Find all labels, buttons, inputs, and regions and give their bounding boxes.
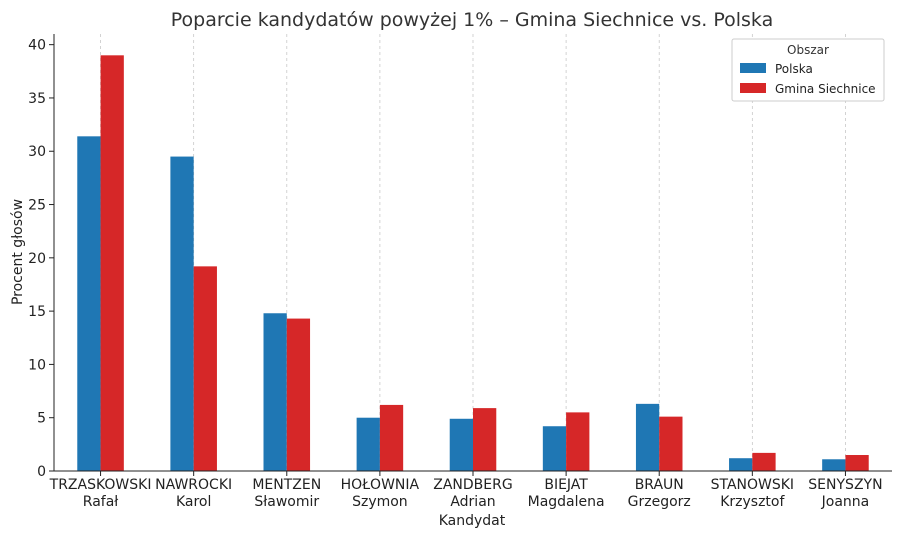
x-tick-label: BRAUN Grzegorz bbox=[628, 477, 691, 510]
y-ticks: 0 5 10 15 20 25 30 35 40 bbox=[28, 38, 54, 480]
bars bbox=[77, 55, 869, 471]
bar-polska bbox=[635, 403, 660, 471]
bar-polska bbox=[170, 156, 194, 471]
y-tick-label: 5 bbox=[37, 411, 46, 427]
bar-gmina-siechnice bbox=[845, 455, 869, 471]
bar-polska bbox=[449, 418, 473, 471]
legend-title: Obszar bbox=[787, 43, 829, 57]
legend-label: Polska bbox=[775, 62, 813, 76]
y-tick-label: 15 bbox=[28, 304, 46, 320]
bar-polska bbox=[542, 426, 567, 471]
y-tick-label: 30 bbox=[28, 144, 46, 160]
legend-items: Polska Gmina Siechnice bbox=[740, 62, 876, 96]
bar-gmina-siechnice bbox=[100, 55, 124, 471]
y-tick-label: 25 bbox=[28, 198, 46, 214]
bar-polska bbox=[822, 459, 846, 471]
bar-gmina-siechnice bbox=[193, 266, 217, 471]
bar-gmina-siechnice bbox=[379, 404, 404, 471]
x-tick-label: STANOWSKI Krzysztof bbox=[711, 477, 794, 510]
legend: Obszar Polska Gmina Siechnice bbox=[731, 38, 885, 102]
bar-gmina-siechnice bbox=[752, 452, 776, 471]
bar-polska bbox=[729, 458, 753, 471]
legend-box bbox=[731, 38, 885, 102]
x-tick-label: SENYSZYN Joanna bbox=[808, 477, 882, 510]
y-tick-label: 20 bbox=[28, 251, 46, 267]
legend-label: Gmina Siechnice bbox=[775, 82, 876, 96]
y-tick-label: 10 bbox=[28, 357, 46, 373]
chart-title: Poparcie kandydatów powyżej 1% – Gmina S… bbox=[171, 9, 774, 31]
bar-gmina-siechnice bbox=[473, 408, 497, 471]
x-tick-label: ZANDBERG Adrian bbox=[433, 477, 512, 510]
x-axis-label: Kandydat bbox=[439, 513, 506, 529]
bar-gmina-siechnice bbox=[659, 416, 683, 471]
legend-swatch bbox=[740, 83, 766, 93]
grid bbox=[100, 34, 846, 471]
y-tick-label: 0 bbox=[37, 464, 46, 480]
y-axis-label: Procent głosów bbox=[10, 199, 26, 305]
y-tick-label: 40 bbox=[28, 38, 46, 54]
legend-swatch bbox=[740, 63, 766, 73]
x-tick-label: TRZASKOWSKI Rafał bbox=[49, 477, 152, 510]
x-tick-label: HOŁOWNIA Szymon bbox=[341, 477, 420, 510]
bar-gmina-siechnice bbox=[286, 318, 311, 471]
bar-gmina-siechnice bbox=[566, 412, 590, 471]
x-tick-label: MENTZEN Sławomir bbox=[252, 477, 321, 510]
bar-polska bbox=[356, 417, 380, 471]
y-tick-label: 35 bbox=[28, 91, 46, 107]
bar-polska bbox=[263, 313, 287, 471]
bar-polska bbox=[77, 136, 101, 471]
x-tick-label: NAWROCKI Karol bbox=[155, 477, 232, 510]
x-tick-label: BIEJAT Magdalena bbox=[528, 477, 605, 510]
